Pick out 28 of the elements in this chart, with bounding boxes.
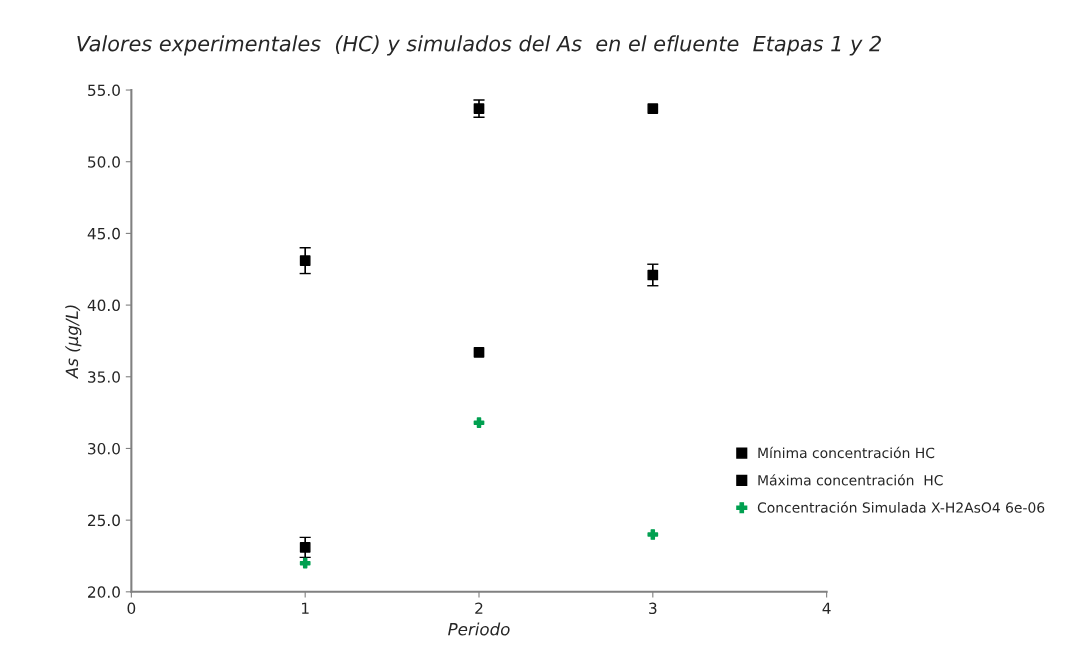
point: [299, 557, 311, 569]
x-axis-title: Periodo: [448, 622, 510, 636]
point: [647, 269, 659, 281]
point: [299, 542, 311, 553]
y-tick-label: 45.0: [87, 227, 120, 240]
y-tick-label: 20.0: [88, 586, 120, 598]
y-tick-label: 25.0: [88, 514, 120, 527]
legend-label: Mínima concentración HC: [758, 446, 935, 459]
chart-title: Valores experimentales (HC) y simulados del As en el efluente Etapas 1 y 2: [77, 35, 881, 56]
y-tick-label: 55.0: [88, 84, 120, 97]
point: [473, 103, 485, 115]
point: [647, 529, 659, 540]
x-tick-label: 3: [649, 602, 657, 615]
point: [647, 103, 659, 115]
point: [473, 347, 485, 358]
y-tick-label: 50.0: [88, 156, 120, 168]
point: [473, 417, 485, 429]
y-tick-label: 30.0: [88, 442, 120, 455]
x-tick-label: 1: [302, 602, 309, 614]
legend-label: Máxima concentración HC: [758, 474, 943, 486]
x-tick-label: 4: [822, 602, 831, 614]
legend-label: Concentración Simulada X-H2AsO4 6e-06: [757, 501, 1045, 513]
point: [299, 255, 311, 266]
y-axis-title: As (µg/L): [65, 305, 82, 380]
x-tick-label: 2: [475, 602, 483, 614]
y-tick-label: 35.0: [88, 371, 120, 383]
x-tick-label: 0: [127, 602, 136, 615]
y-tick-label: 40.0: [87, 299, 120, 312]
